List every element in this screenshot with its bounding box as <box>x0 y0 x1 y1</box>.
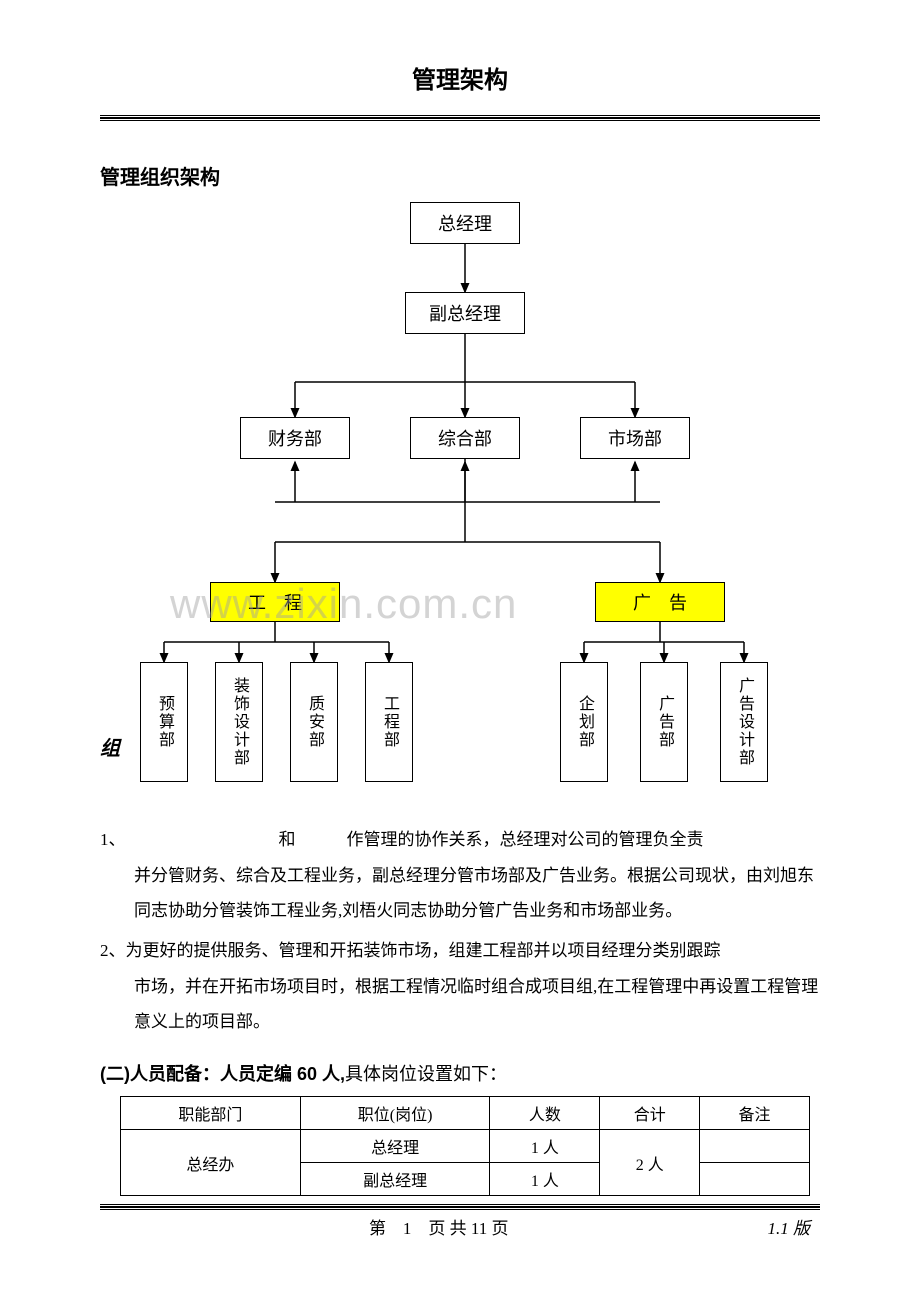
node-dgm: 副总经理 <box>405 292 525 334</box>
staffing-heading-rest: 具体岗位设置如下： <box>345 1064 507 1084</box>
footer-rule <box>100 1204 820 1210</box>
node-decor-design: 装饰设计部 <box>215 662 263 782</box>
para1-rest: 并分管财务、综合及工程业务，副总经理分管市场部及广告业务。根据公司现状，由刘旭东… <box>100 858 820 929</box>
col-note: 备注 <box>700 1097 810 1130</box>
node-gm: 总经理 <box>410 202 520 244</box>
node-qa: 质安部 <box>290 662 338 782</box>
node-general: 综合部 <box>410 417 520 459</box>
partial-heading: 组 <box>100 732 120 761</box>
col-position: 职位(岗位) <box>300 1097 490 1130</box>
node-budget: 预算部 <box>140 662 188 782</box>
header-rule <box>100 115 820 121</box>
staffing-heading-bold: (二)人员配备：人员定编 60 人, <box>100 1064 345 1084</box>
staffing-table: 职能部门 职位(岗位) 人数 合计 备注 总经办 总经理 1 人 2 人 副总经… <box>120 1096 810 1196</box>
para2-rest: 市场，并在开拓市场项目时，根据工程情况临时组合成项目组,在工程管理中再设置工程管… <box>100 969 820 1040</box>
footer: 第 1 页 共 11 页 1.1 版 <box>100 1214 820 1239</box>
org-chart: 组 <box>100 202 820 812</box>
cell-count: 1 人 <box>490 1163 600 1196</box>
col-dept: 职能部门 <box>121 1097 301 1130</box>
node-advertising: 广 告 <box>595 582 725 622</box>
page-title: 管理架构 <box>100 60 820 95</box>
document-page: 管理架构 管理组织架构 组 <box>0 0 920 1279</box>
cell-note <box>700 1130 810 1163</box>
node-planning: 企划部 <box>560 662 608 782</box>
para1-line1: 和 作管理的协作关系，总经理对公司的管理负全责 <box>126 822 821 858</box>
section-title: 管理组织架构 <box>100 161 820 190</box>
node-market: 市场部 <box>580 417 690 459</box>
body-text: 1、 和 作管理的协作关系，总经理对公司的管理负全责 并分管财务、综合及工程业务… <box>100 822 820 1040</box>
para1-number: 1、 <box>100 822 126 858</box>
para2-number: 2、 <box>100 933 126 969</box>
cell-total: 2 人 <box>600 1130 700 1196</box>
watermark: www.zixin.com.cn <box>170 580 517 628</box>
node-ad-dept: 广告部 <box>640 662 688 782</box>
node-finance: 财务部 <box>240 417 350 459</box>
cell-position: 总经理 <box>300 1130 490 1163</box>
col-total: 合计 <box>600 1097 700 1130</box>
footer-version: 1.1 版 <box>768 1214 811 1239</box>
staffing-heading: (二)人员配备：人员定编 60 人,具体岗位设置如下： <box>100 1060 820 1086</box>
node-ad-design: 广告设计部 <box>720 662 768 782</box>
cell-position: 副总经理 <box>300 1163 490 1196</box>
cell-dept: 总经办 <box>121 1130 301 1196</box>
node-eng-dept: 工程部 <box>365 662 413 782</box>
cell-count: 1 人 <box>490 1130 600 1163</box>
cell-note <box>700 1163 810 1196</box>
col-count: 人数 <box>490 1097 600 1130</box>
table-row: 总经办 总经理 1 人 2 人 <box>121 1130 810 1163</box>
footer-page: 第 1 页 共 11 页 <box>110 1214 768 1239</box>
table-header-row: 职能部门 职位(岗位) 人数 合计 备注 <box>121 1097 810 1130</box>
para2-line1: 为更好的提供服务、管理和开拓装饰市场，组建工程部并以项目经理分类别跟踪 <box>126 933 821 969</box>
